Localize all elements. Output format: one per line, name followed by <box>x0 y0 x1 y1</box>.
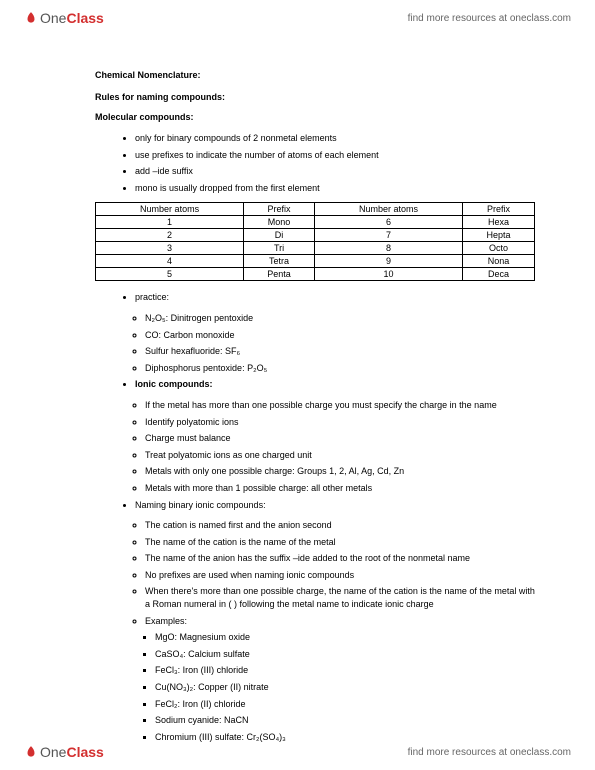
prefix-table: Number atoms Prefix Number atoms Prefix … <box>95 202 535 281</box>
table-header: Prefix <box>463 203 535 216</box>
table-row: 1Mono6Hexa <box>96 216 535 229</box>
brand-text: OneClass <box>40 10 104 26</box>
list-item: CO: Carbon monoxide <box>145 329 535 342</box>
table-row: 5Penta10Deca <box>96 268 535 281</box>
practice-label: practice: <box>135 291 535 304</box>
leaf-icon <box>24 745 38 759</box>
brand-logo-footer: OneClass <box>24 744 104 760</box>
table-header: Number atoms <box>96 203 244 216</box>
list-item: Metals with more than 1 possible charge:… <box>145 482 535 495</box>
ionic-heading: Ionic compounds: <box>135 378 535 391</box>
list-item: The cation is named first and the anion … <box>145 519 535 532</box>
list-item: Diphosphorus pentoxide: P₂O₅ <box>145 362 535 375</box>
header-tagline: find more resources at oneclass.com <box>408 13 571 24</box>
list-item: The name of the anion has the suffix –id… <box>145 552 535 565</box>
list-item: Charge must balance <box>145 432 535 445</box>
list-item: use prefixes to indicate the number of a… <box>135 149 535 162</box>
list-item: Treat polyatomic ions as one charged uni… <box>145 449 535 462</box>
table-row: Number atoms Prefix Number atoms Prefix <box>96 203 535 216</box>
list-item: No prefixes are used when naming ionic c… <box>145 569 535 582</box>
page-title: Chemical Nomenclature: <box>95 70 535 80</box>
practice-list: N₂O₅: Dinitrogen pentoxide CO: Carbon mo… <box>145 312 535 374</box>
leaf-icon <box>24 11 38 25</box>
list-item: If the metal has more than one possible … <box>145 399 535 412</box>
list-item: Cu(NO₃)₂: Copper (II) nitrate <box>155 681 535 694</box>
document-body: Chemical Nomenclature: Rules for naming … <box>95 70 535 747</box>
list-item: FeCl₂: Iron (II) chloride <box>155 698 535 711</box>
list-item: Metals with only one possible charge: Gr… <box>145 465 535 478</box>
list-item: Identify polyatomic ions <box>145 416 535 429</box>
table-row: 3Tri8Octo <box>96 242 535 255</box>
list-item: FeCl₃: Iron (III) chloride <box>155 664 535 677</box>
rules-heading: Rules for naming compounds: <box>95 92 535 102</box>
page-footer: OneClass find more resources at oneclass… <box>0 738 595 766</box>
footer-tagline: find more resources at oneclass.com <box>408 747 571 758</box>
list-item: N₂O₅: Dinitrogen pentoxide <box>145 312 535 325</box>
table-header: Prefix <box>244 203 315 216</box>
table-row: 4Tetra9Nona <box>96 255 535 268</box>
list-item: Examples: <box>145 615 535 628</box>
list-item: Sodium cyanide: NaCN <box>155 714 535 727</box>
list-item: mono is usually dropped from the first e… <box>135 182 535 195</box>
list-item: The name of the cation is the name of th… <box>145 536 535 549</box>
list-item: Sulfur hexafluoride: SF₆ <box>145 345 535 358</box>
list-item: only for binary compounds of 2 nonmetal … <box>135 132 535 145</box>
naming-heading: Naming binary ionic compounds: <box>135 499 535 512</box>
list-item: When there's more than one possible char… <box>145 585 535 610</box>
molecular-heading: Molecular compounds: <box>95 112 535 122</box>
list-item: MgO: Magnesium oxide <box>155 631 535 644</box>
ionic-section: Ionic compounds: <box>135 378 535 391</box>
brand-logo: OneClass <box>24 10 104 26</box>
table-header: Number atoms <box>314 203 462 216</box>
molecular-rules-list: only for binary compounds of 2 nonmetal … <box>135 132 535 194</box>
list-item: CaSO₄: Calcium sulfate <box>155 648 535 661</box>
ionic-list: If the metal has more than one possible … <box>145 399 535 495</box>
table-row: 2Di7Hepta <box>96 229 535 242</box>
naming-list: The cation is named first and the anion … <box>145 519 535 627</box>
naming-section: Naming binary ionic compounds: <box>135 499 535 512</box>
page-header: OneClass find more resources at oneclass… <box>0 4 595 32</box>
brand-text: OneClass <box>40 744 104 760</box>
practice-section: practice: <box>135 291 535 304</box>
list-item: add –ide suffix <box>135 165 535 178</box>
examples-list: MgO: Magnesium oxide CaSO₄: Calcium sulf… <box>155 631 535 743</box>
